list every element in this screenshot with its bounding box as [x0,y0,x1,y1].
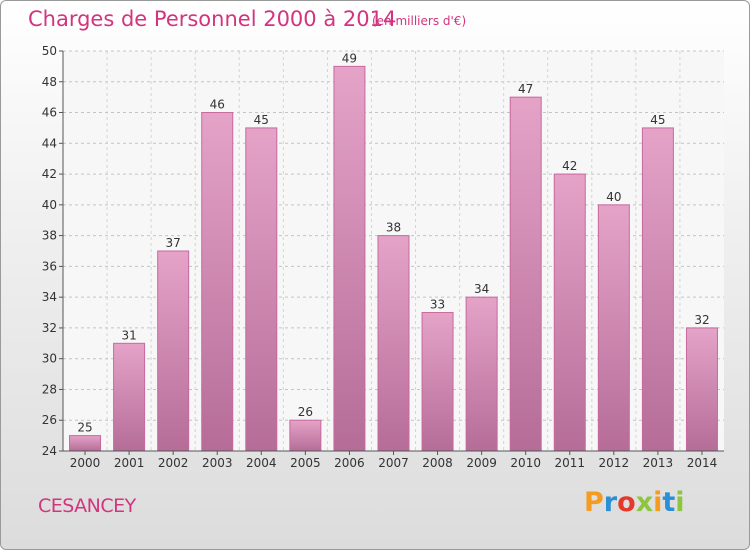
logo-letter: x [635,487,654,518]
logo-letter: i [675,487,685,518]
y-tick-label: 38 [42,229,57,243]
bar-2014 [685,327,718,452]
y-tick-label: 50 [42,44,57,58]
x-tick-label: 2000 [70,456,101,470]
bar-2006 [333,65,366,452]
data-label-2009: 34 [474,282,489,296]
data-label-2012: 40 [606,190,621,204]
y-tick-label: 48 [42,75,57,89]
chart-subtitle: (en milliers d'€) [372,14,467,28]
x-tick-label: 2002 [158,456,189,470]
data-labels: 25 31 37 46 45 26 49 38 33 34 47 42 40 45 32 [77,51,709,434]
x-tick-label: 2013 [643,456,674,470]
y-tick-label: 44 [42,136,57,150]
bar-2000 [69,435,102,452]
y-tick-label: 24 [42,444,57,458]
commune-name: CESANCEY [38,495,136,517]
y-tick-label: 42 [42,167,57,181]
logo-letter: P [584,487,604,518]
bar-2002 [157,250,190,452]
data-label-2002: 37 [166,236,181,250]
x-tick-label: 2004 [246,456,277,470]
x-tick-label: 2014 [687,456,718,470]
logo-letter: t [662,487,676,518]
logo-letter: r [603,487,618,518]
bar-2012 [597,204,630,452]
x-tick-label: 2008 [422,456,453,470]
y-tick-label: 46 [42,106,57,120]
data-label-2010: 47 [518,82,533,96]
x-tick-label: 2003 [202,456,233,470]
data-label-2013: 45 [650,113,665,127]
bar-2001 [113,342,146,452]
bar-2008 [421,312,454,452]
y-tick-label: 26 [42,413,57,427]
chart-title: Charges de Personnel 2000 à 2014 [28,7,397,31]
x-axis: 2000 2001 2002 2003 2004 2005 2006 2007 2008 2009… [63,450,724,470]
x-tick-label: 2007 [378,456,409,470]
y-tick-label: 34 [42,290,57,304]
x-tick-label: 2001 [114,456,145,470]
x-tick-label: 2012 [599,456,630,470]
proxiti-logo: Proxiti [584,487,685,518]
y-tick-label: 30 [42,352,57,366]
data-label-2001: 31 [121,328,136,342]
data-label-2007: 38 [386,221,401,235]
data-label-2003: 46 [210,98,225,112]
data-label-2005: 26 [298,405,313,419]
bar-2005 [289,419,322,452]
bar-2003 [201,112,234,452]
data-label-2014: 32 [694,313,709,327]
bar-2011 [553,173,586,452]
x-tick-label: 2006 [334,456,365,470]
y-tick-label: 36 [42,259,57,273]
data-label-2004: 45 [254,113,269,127]
bar-2004 [245,127,278,452]
y-tick-label: 32 [42,321,57,335]
x-tick-label: 2010 [510,456,541,470]
x-tick-label: 2009 [466,456,497,470]
x-tick-label: 2011 [554,456,585,470]
data-label-2000: 25 [77,421,92,435]
bar-2013 [641,127,674,452]
bar-2007 [377,235,410,452]
logo-letter: i [653,487,663,518]
y-tick-label: 40 [42,198,57,212]
bar-2010 [509,96,542,452]
y-axis: 24 26 28 30 32 34 36 38 40 42 44 46 48 50 [42,44,64,458]
x-tick-label: 2005 [290,456,321,470]
data-label-2006: 49 [342,51,357,65]
data-label-2008: 33 [430,298,445,312]
bar-2009 [465,296,498,452]
data-label-2011: 42 [562,159,577,173]
y-tick-label: 28 [42,382,57,396]
logo-letter: o [617,487,636,518]
